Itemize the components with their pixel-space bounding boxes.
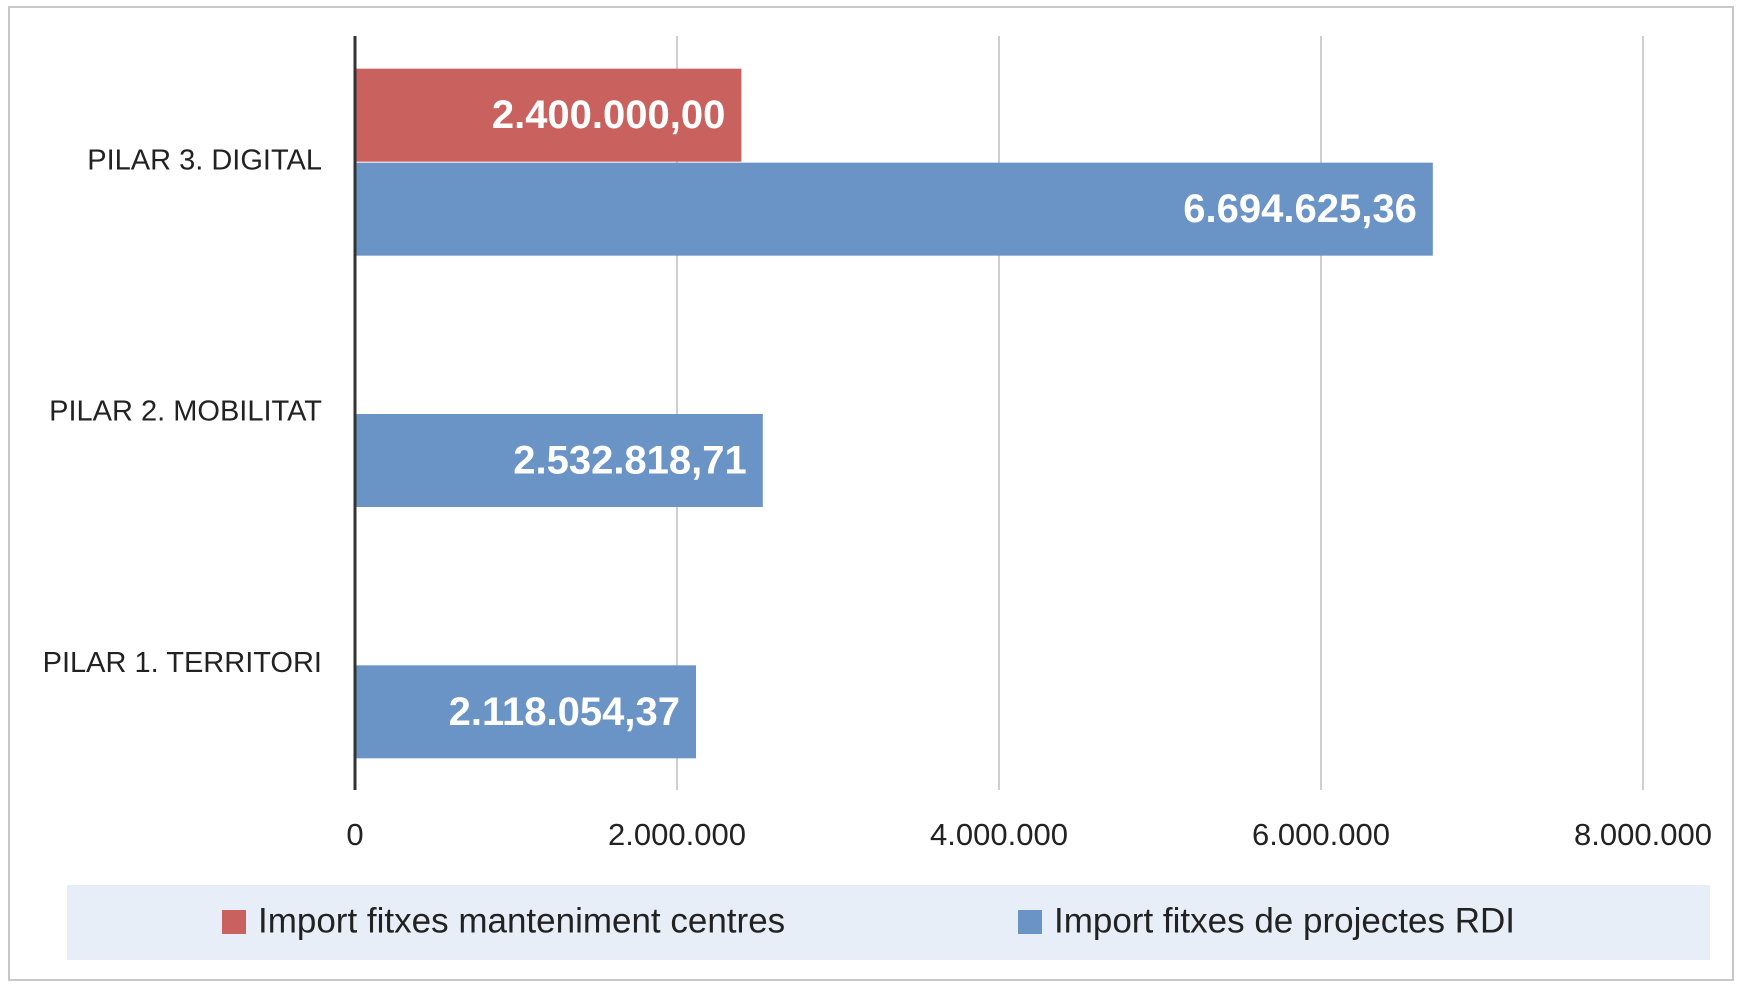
- bar: [355, 665, 697, 759]
- x-tick-label: 6.000.000: [1252, 817, 1390, 852]
- data-label: 2.400.000,00: [492, 93, 726, 137]
- legend-label: Import fitxes de projectes RDI: [1054, 901, 1515, 940]
- x-tick-label: 4.000.000: [930, 817, 1068, 852]
- legend-box: [67, 885, 1710, 960]
- y-tick-label: PILAR 2. MOBILITAT: [49, 396, 322, 428]
- bar: [355, 162, 1433, 256]
- y-tick-label: PILAR 1. TERRITORI: [43, 647, 322, 679]
- legend-swatch: [1018, 910, 1042, 934]
- x-tick-label: 2.000.000: [608, 817, 746, 852]
- bar: [355, 68, 742, 162]
- data-label: 2.118.054,37: [449, 690, 680, 734]
- x-tick-label: 8.000.000: [1574, 817, 1712, 852]
- data-label: 2.532.818,71: [513, 439, 747, 483]
- data-label: 6.694.625,36: [1183, 187, 1417, 231]
- y-tick-label: PILAR 3. DIGITAL: [87, 144, 322, 176]
- bar: [355, 414, 763, 507]
- legend-label: Import fitxes manteniment centres: [258, 901, 785, 940]
- legend-swatch: [222, 910, 246, 934]
- x-tick-label: 0: [346, 817, 363, 852]
